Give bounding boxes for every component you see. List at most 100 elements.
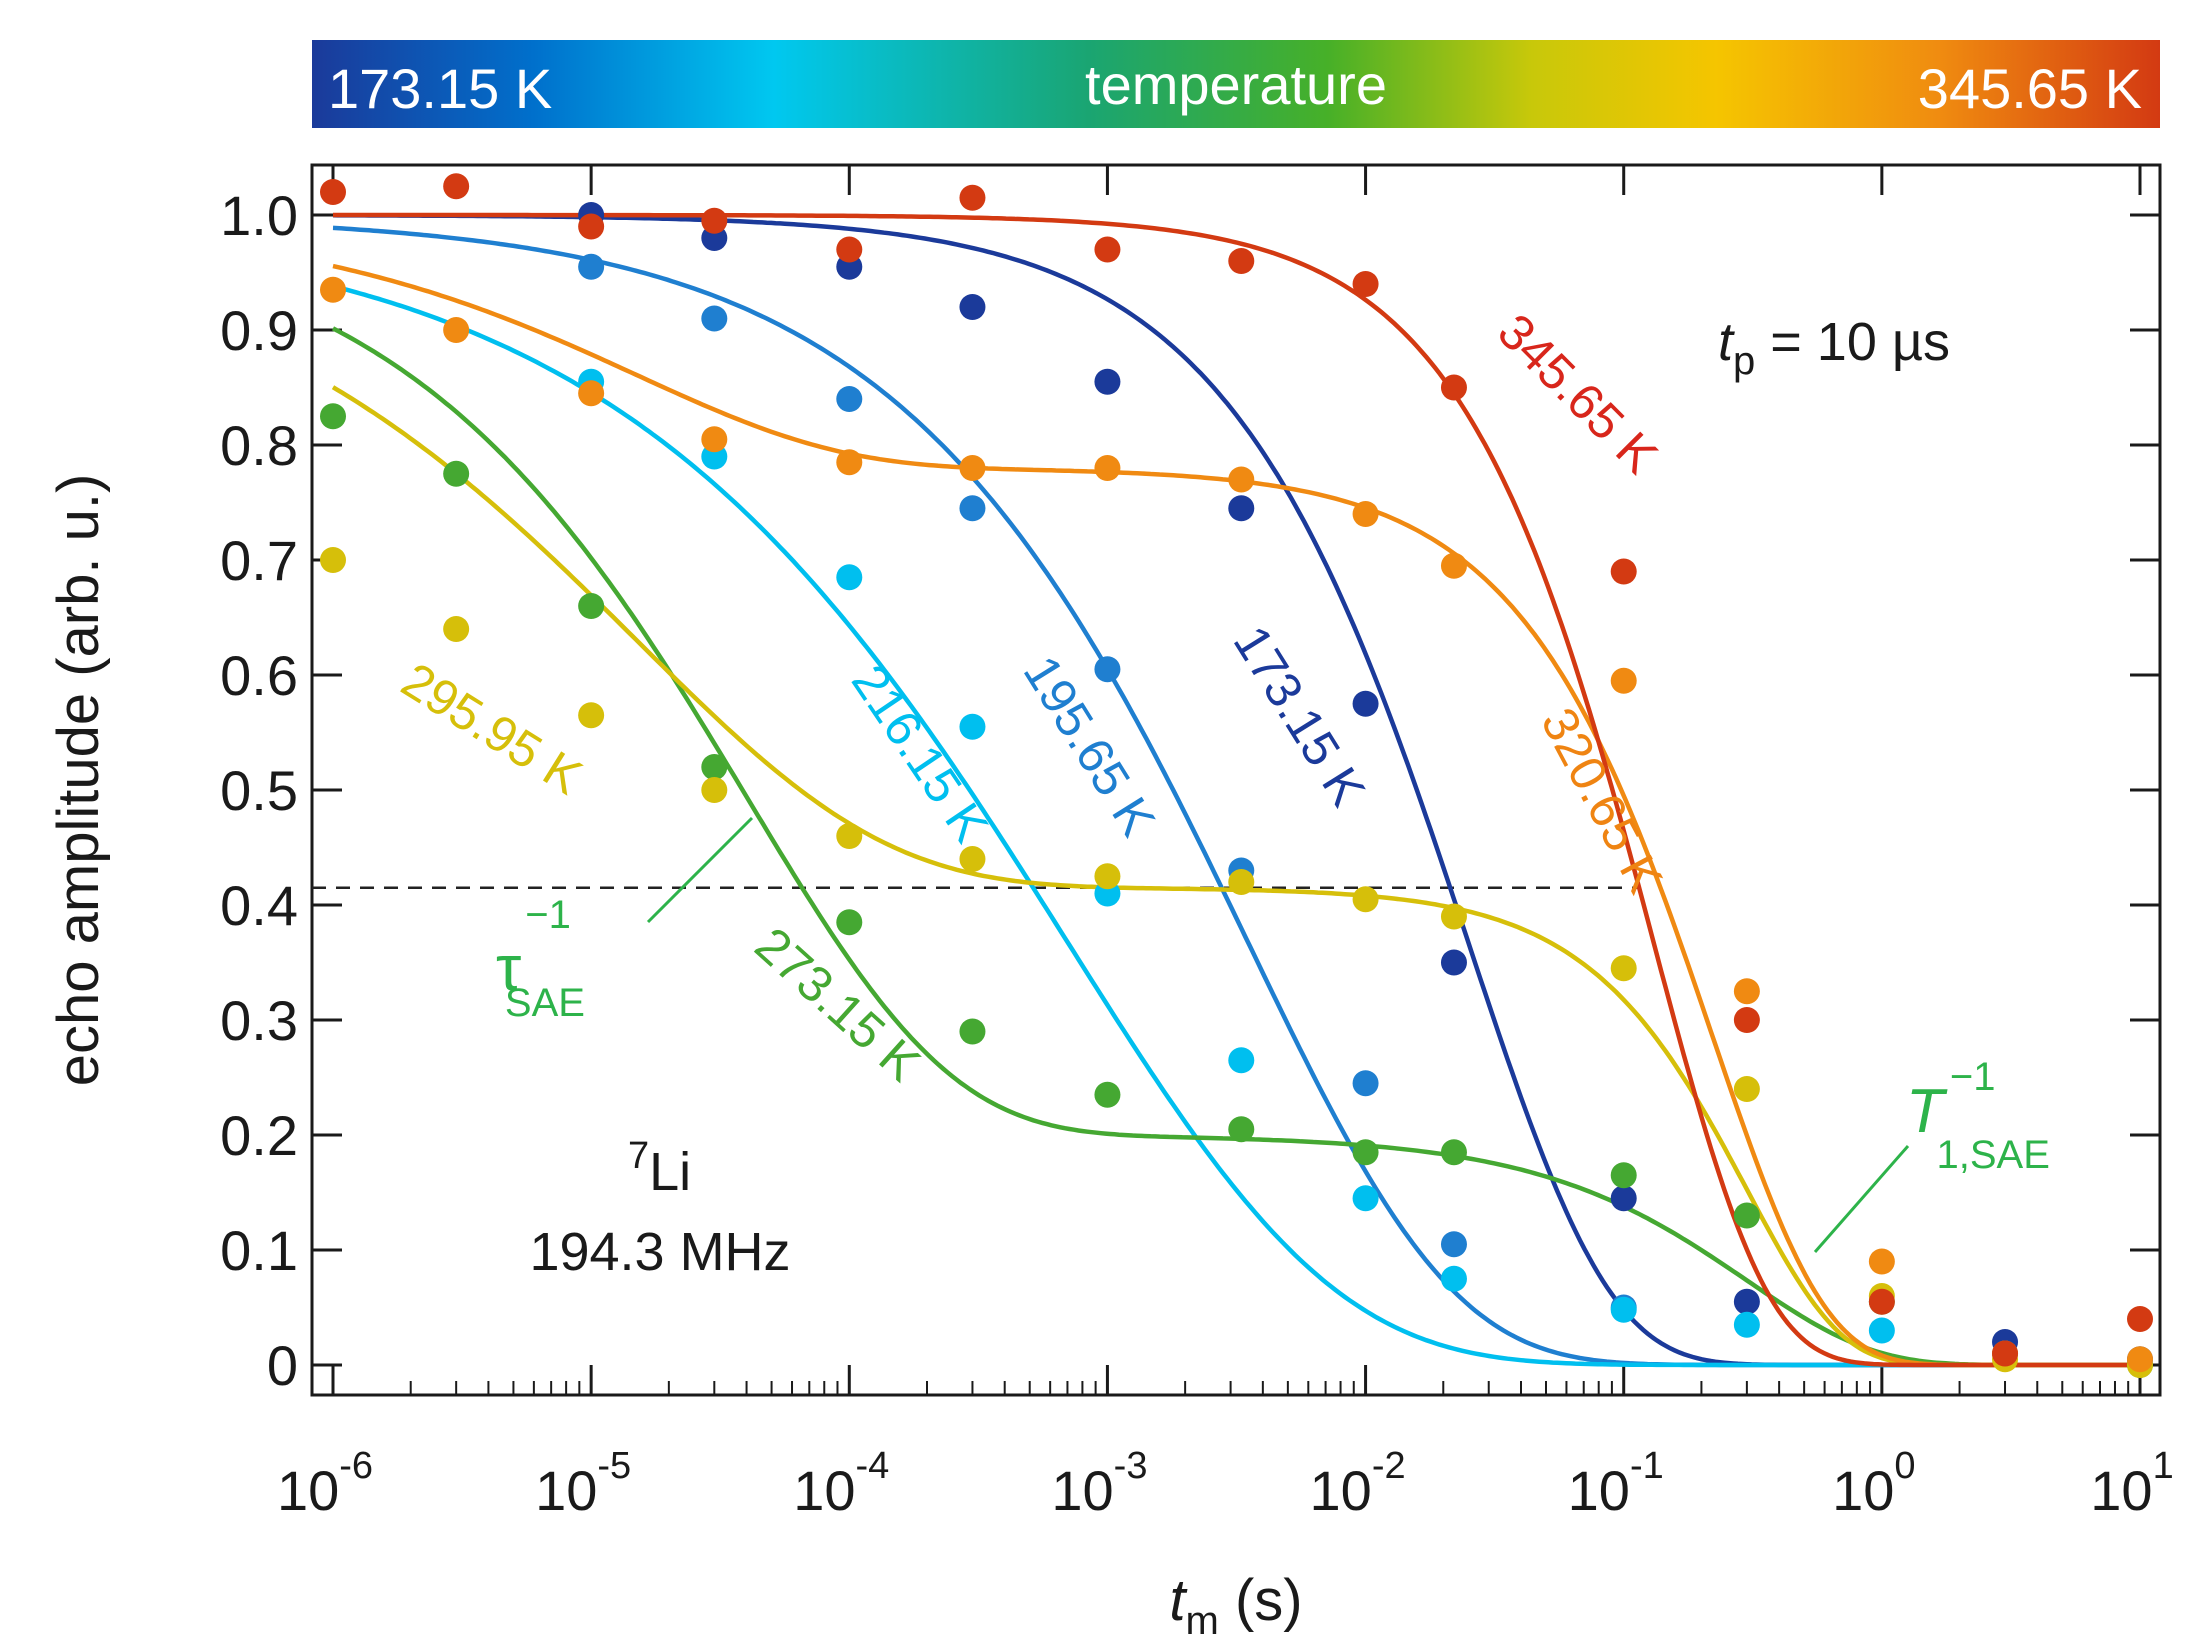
y-tick-label: 0.4	[220, 874, 298, 937]
data-point	[1440, 1265, 1467, 1292]
data-point	[443, 460, 470, 487]
x-tick-label: 10-1	[1568, 1445, 1664, 1522]
data-point	[1228, 495, 1255, 522]
data-point	[1228, 1047, 1255, 1074]
data-point	[959, 184, 986, 211]
t1-sae-pointer	[1813, 1145, 1910, 1253]
y-tick-label: 0.8	[220, 414, 298, 477]
data-point	[836, 909, 863, 936]
data-point	[2127, 1346, 2153, 1373]
t1-sae-label: T −1 1,SAE	[1906, 1055, 2050, 1177]
data-point	[836, 449, 863, 476]
colorbar-gradient	[312, 40, 2160, 128]
colorbar-right-label: 345.65 K	[1918, 57, 2142, 120]
data-point	[1094, 455, 1121, 481]
fit-curve-32065	[332, 263, 2140, 1368]
frequency-annotation: 194.3 MHz	[529, 1222, 790, 1282]
data-point	[320, 403, 346, 430]
data-point	[1610, 1185, 1637, 1212]
y-tick-label: 0.3	[220, 989, 298, 1052]
data-point	[1352, 690, 1379, 717]
data-point	[1352, 271, 1379, 297]
data-point	[1610, 558, 1637, 585]
data-point	[701, 777, 728, 803]
data-point	[578, 253, 605, 280]
data-point	[1733, 1007, 1760, 1033]
data-point	[578, 593, 605, 619]
data-point	[959, 713, 986, 740]
data-point	[1440, 1231, 1467, 1258]
fit-curve-34565	[333, 212, 2140, 1368]
data-point	[1733, 1311, 1760, 1338]
t1-sae-annotation: T −1 1,SAE	[1813, 1055, 2050, 1253]
y-tick-label: 1.0	[220, 184, 298, 247]
series-label-216: 216.15 K	[841, 655, 999, 852]
data-point	[320, 547, 346, 573]
data-point	[1733, 1202, 1760, 1229]
data-point	[1228, 1116, 1255, 1143]
y-tick-label: 0.5	[220, 759, 298, 822]
data-point	[443, 173, 470, 200]
data-point	[1610, 1162, 1637, 1189]
data-point	[959, 846, 986, 872]
data-point	[320, 179, 346, 205]
data-point	[1352, 1185, 1379, 1212]
data-point	[578, 380, 605, 407]
data-point	[1440, 949, 1467, 976]
data-point	[1610, 1296, 1637, 1323]
data-point	[836, 236, 863, 263]
data-point	[1352, 1139, 1379, 1166]
data-point	[1610, 667, 1637, 694]
data-point	[701, 426, 728, 453]
x-tick-labels: 10-6 10-5 10-4 10-3 10-2 10-1 100 101	[277, 1445, 2174, 1522]
series-label-345: 345.65 K	[1487, 303, 1668, 484]
data-point	[959, 495, 986, 522]
data-point	[959, 1018, 986, 1045]
y-tick-label: 0.9	[220, 299, 298, 362]
data-point	[1352, 501, 1379, 527]
x-tick-label: 10-6	[277, 1445, 373, 1522]
data-point	[1992, 1340, 2019, 1367]
tau-sae-pointer	[646, 816, 754, 924]
data-points	[320, 173, 2153, 1378]
tau-sae-label: τ−1 SAE	[496, 893, 585, 1025]
y-axis-title: echo amplitude (arb. u.)	[46, 474, 111, 1087]
fit-curve-21615	[332, 283, 2140, 1368]
axis-ticks	[312, 165, 2160, 1395]
x-axis-title: tm (s)	[1169, 1568, 1302, 1643]
data-point	[1440, 552, 1467, 579]
plot-frame	[310, 163, 2162, 1397]
data-point	[701, 207, 728, 234]
series-label-173: 173.15 K	[1223, 616, 1377, 815]
data-point	[2127, 1306, 2153, 1332]
y-tick-label: 0.6	[220, 644, 298, 707]
data-point	[578, 213, 605, 240]
y-tick-label: 0	[267, 1334, 298, 1397]
x-tick-label: 101	[2090, 1445, 2173, 1522]
data-point	[1440, 903, 1467, 930]
data-point	[1868, 1248, 1895, 1275]
x-tick-label: 100	[1832, 1445, 1915, 1522]
data-point	[1352, 1070, 1379, 1097]
y-tick-label: 0.2	[220, 1104, 298, 1167]
data-point	[1868, 1288, 1895, 1315]
data-point	[701, 754, 728, 780]
data-point	[1733, 1288, 1760, 1315]
data-point	[1352, 886, 1379, 913]
data-point	[1094, 863, 1121, 890]
series-label-320: 320.65 K	[1530, 699, 1673, 902]
x-tick-label: 10-5	[535, 1445, 631, 1522]
nucleus-annotation: 7Li	[628, 1135, 691, 1202]
data-point	[1094, 656, 1121, 683]
data-point	[1610, 955, 1637, 982]
tau-sae-annotation: τ−1 SAE	[496, 816, 754, 1025]
data-point	[320, 276, 346, 303]
data-point	[836, 386, 863, 412]
colorbar-center-label: temperature	[1085, 53, 1387, 116]
data-point	[1228, 466, 1255, 493]
data-point	[959, 455, 986, 481]
series-label-295: 295.95 K	[392, 652, 591, 806]
data-point	[836, 823, 863, 849]
y-tick-labels: 0 0.1 0.2 0.3 0.4 0.5 0.6 0.7 0.8 0.9 1.0	[220, 184, 298, 1397]
